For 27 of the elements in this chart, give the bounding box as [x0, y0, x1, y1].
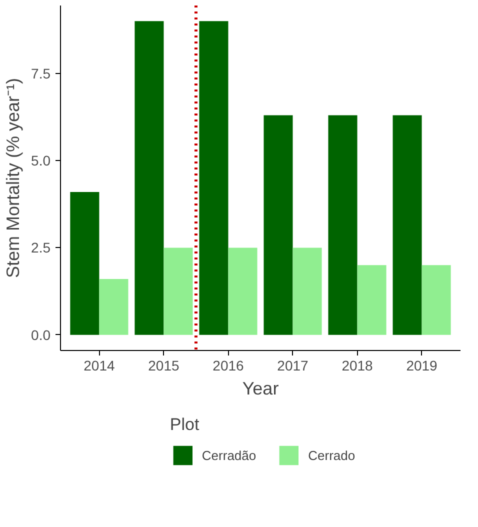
bar	[264, 115, 293, 335]
x-axis-title: Year	[242, 378, 279, 398]
bar	[199, 21, 228, 335]
bar	[70, 192, 100, 335]
y-tick-label: 0.0	[31, 326, 51, 343]
x-tick-label: 2014	[84, 358, 115, 374]
x-tick-label: 2019	[406, 358, 438, 374]
bar	[134, 21, 164, 335]
legend-label: Cerradão	[202, 448, 256, 462]
y-tick-label: 2.5	[31, 240, 51, 256]
bar	[228, 248, 258, 335]
bar	[99, 279, 128, 335]
y-tick-label: 5.0	[31, 152, 51, 169]
x-tick-label: 2018	[342, 358, 374, 374]
bar	[392, 115, 422, 335]
x-tick-label: 2016	[212, 358, 244, 374]
bar	[422, 265, 451, 335]
bar	[292, 248, 322, 335]
legend-label: Cerrado	[308, 448, 356, 462]
y-tick-label: 7.5	[31, 65, 51, 82]
legend-title: Plot	[170, 415, 200, 435]
bar	[164, 248, 193, 335]
x-tick-label: 2015	[148, 358, 180, 374]
bar	[328, 115, 358, 335]
y-axis-title: Stem Mortality (% year⁻¹)	[3, 78, 24, 278]
x-tick-label: 2017	[277, 358, 309, 374]
bar	[357, 265, 386, 335]
